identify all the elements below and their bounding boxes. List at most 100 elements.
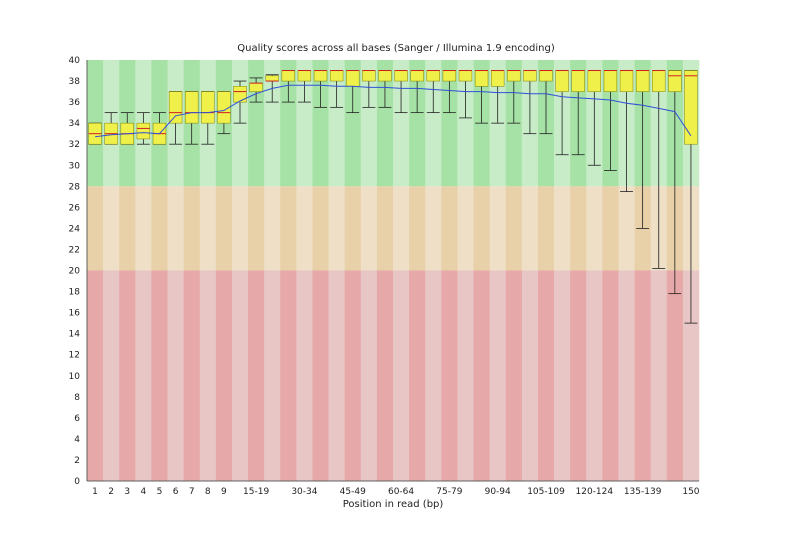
x-tick-label: 120-124	[576, 487, 614, 497]
x-axis-label: Position in read (bp)	[343, 499, 444, 510]
y-tick-label: 26	[69, 203, 81, 213]
band-poor-stripe	[473, 270, 490, 481]
box-65-69	[410, 70, 424, 82]
band-poor-stripe	[360, 270, 378, 481]
band-poor-stripe	[87, 270, 104, 481]
band-poor-stripe	[618, 270, 635, 481]
band-poor-stripe	[425, 270, 442, 481]
x-tick-label: 15-19	[243, 487, 269, 497]
band-poor-stripe	[328, 270, 345, 481]
band-poor-stripe	[248, 270, 265, 481]
band-reasonable-stripe	[618, 186, 635, 271]
band-poor-stripe	[409, 270, 426, 481]
box-10-14	[233, 86, 247, 103]
box-125-129	[603, 70, 618, 92]
y-tick-label: 28	[69, 182, 81, 192]
band-reasonable-stripe	[167, 186, 184, 271]
band-reasonable-stripe	[135, 186, 152, 271]
band-poor-stripe	[586, 270, 603, 481]
band-poor-stripe	[312, 270, 329, 481]
box-100-104	[523, 70, 537, 82]
band-good-stripe	[344, 60, 362, 187]
band-reasonable-stripe	[393, 186, 410, 271]
box-40-44	[329, 70, 344, 82]
box-8	[201, 91, 215, 124]
band-reasonable-stripe	[602, 186, 619, 271]
y-tick-label: 30	[69, 161, 81, 171]
box-135-139	[635, 70, 650, 92]
box-7	[184, 91, 199, 124]
band-reasonable-stripe	[489, 186, 507, 271]
band-good-stripe	[409, 60, 426, 187]
band-good-stripe	[441, 60, 458, 187]
band-good-stripe	[280, 60, 297, 187]
x-tick-label: 30-34	[291, 487, 317, 497]
box-55-59	[378, 70, 392, 82]
band-reasonable-stripe	[183, 186, 201, 271]
y-tick-label: 20	[69, 267, 81, 277]
box-140-144	[652, 70, 666, 92]
band-reasonable-stripe	[296, 186, 313, 271]
band-poor-stripe	[280, 270, 297, 481]
band-reasonable-stripe	[586, 186, 603, 271]
band-poor-stripe	[650, 270, 668, 481]
y-tick-label: 6	[74, 414, 80, 424]
band-poor-stripe	[183, 270, 201, 481]
band-reasonable-stripe	[280, 186, 297, 271]
x-tick-label: 2	[108, 487, 114, 497]
box-85-89	[474, 70, 489, 87]
box-95-99	[507, 70, 521, 82]
y-tick-label: 4	[74, 435, 80, 445]
x-tick-label: 8	[205, 487, 211, 497]
box-25-29	[281, 70, 296, 82]
y-tick-label: 34	[69, 119, 81, 129]
y-tick-label: 18	[69, 288, 81, 298]
band-reasonable-stripe	[151, 186, 168, 271]
band-poor-stripe	[215, 270, 233, 481]
box-130-134	[619, 70, 634, 92]
band-good-stripe	[425, 60, 442, 187]
box-35-39	[313, 70, 328, 82]
band-poor-stripe	[505, 270, 523, 481]
x-tick-label: 4	[141, 487, 147, 497]
band-reasonable-stripe	[199, 186, 217, 271]
box-30-34	[297, 70, 312, 82]
band-reasonable-stripe	[537, 186, 555, 271]
box-150	[684, 70, 698, 145]
band-poor-stripe	[666, 270, 684, 481]
y-tick-label: 38	[69, 77, 81, 87]
box-75-79	[442, 70, 457, 82]
band-reasonable-stripe	[119, 186, 136, 271]
band-poor-stripe	[119, 270, 136, 481]
band-reasonable-stripe	[441, 186, 458, 271]
band-reasonable-stripe	[344, 186, 362, 271]
band-reasonable-stripe	[376, 186, 394, 271]
band-poor-stripe	[344, 270, 362, 481]
band-poor-stripe	[296, 270, 313, 481]
band-reasonable-stripe	[103, 186, 120, 271]
band-good-stripe	[312, 60, 329, 187]
box-115-119	[571, 70, 585, 92]
box-45-49	[346, 70, 360, 87]
band-poor-stripe	[457, 270, 474, 481]
x-tick-label: 3	[124, 487, 130, 497]
x-tick-label: 7	[189, 487, 195, 497]
band-poor-stripe	[167, 270, 184, 481]
box-6	[168, 91, 183, 124]
x-tick-label: 45-49	[340, 487, 366, 497]
box-110-114	[555, 70, 569, 92]
box-145-149	[668, 70, 682, 92]
mean-line	[95, 84, 692, 138]
band-good-stripe	[264, 60, 281, 187]
band-poor-stripe	[602, 270, 619, 481]
band-poor-stripe	[537, 270, 555, 481]
band-good-stripe	[328, 60, 345, 187]
band-poor-stripe	[103, 270, 120, 481]
box-plots	[88, 70, 698, 324]
y-tick-label: 0	[74, 477, 80, 487]
band-poor-stripe	[135, 270, 152, 481]
box-70-74	[426, 70, 440, 82]
x-tick-label: 1	[92, 487, 98, 497]
band-good-stripe	[393, 60, 410, 187]
